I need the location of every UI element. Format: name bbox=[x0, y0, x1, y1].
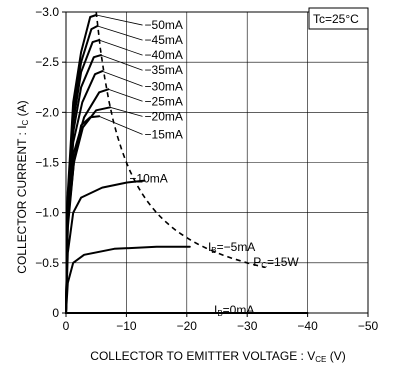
label-leader-line bbox=[102, 70, 143, 87]
curve-label: −10mA bbox=[129, 172, 167, 186]
characteristic-curve bbox=[65, 179, 146, 314]
curve-label: IB=0mA bbox=[214, 303, 254, 318]
y-tick-label: −1.5 bbox=[35, 156, 59, 170]
curve-labels: −50mA−45mA−40mA−35mA −30mA−25mA−20mA −15mA… bbox=[96, 14, 255, 318]
curve-label: IB=−5mA bbox=[208, 240, 255, 255]
x-tick-label: −40 bbox=[297, 319, 318, 333]
x-tick-label: 0 bbox=[63, 319, 70, 333]
x-tick-label: −10 bbox=[116, 319, 137, 333]
power-dissipation-curve bbox=[95, 11, 266, 269]
curve-label: −30mA bbox=[145, 79, 183, 93]
curve-label: −35mA bbox=[145, 63, 183, 77]
curve-label: −25mA bbox=[145, 94, 183, 108]
y-tick-label: −0.5 bbox=[35, 256, 59, 270]
tick-marks bbox=[62, 11, 369, 317]
y-tick-label: −2.0 bbox=[35, 105, 59, 119]
grid-lines bbox=[66, 12, 368, 313]
power-dissipation-label: PC=15W bbox=[253, 255, 299, 270]
y-tick-label: −3.0 bbox=[35, 5, 59, 19]
power-dissipation-group: PC=15W bbox=[95, 11, 299, 270]
x-tick-label: −50 bbox=[358, 319, 379, 333]
label-leader-line bbox=[100, 54, 143, 71]
curve-label: −50mA bbox=[145, 18, 183, 32]
x-axis-title: COLLECTOR TO EMITTER VOLTAGE : VCE (V) bbox=[90, 349, 345, 364]
y-tick-label: 0 bbox=[52, 306, 59, 320]
curve-label: −15mA bbox=[145, 127, 183, 141]
y-tick-label: −1.0 bbox=[35, 206, 59, 220]
label-leader-line bbox=[99, 39, 143, 56]
characteristic-curve bbox=[65, 245, 191, 314]
curve-label: −40mA bbox=[145, 48, 183, 62]
curve-label: −45mA bbox=[145, 33, 183, 47]
condition-label: Tc=25°C bbox=[313, 12, 359, 26]
label-leader-line bbox=[109, 106, 143, 117]
curve-label: −20mA bbox=[145, 109, 183, 123]
y-axis-title: COLLECTOR CURRENT : IC (A) bbox=[15, 100, 30, 273]
label-leader-line bbox=[97, 25, 143, 41]
x-tick-label: −30 bbox=[237, 319, 258, 333]
y-tick-label: −2.5 bbox=[35, 55, 59, 69]
condition-box bbox=[308, 7, 369, 30]
characteristic-curve bbox=[65, 115, 101, 314]
label-leader-line bbox=[108, 88, 143, 102]
x-tick-label: −20 bbox=[177, 319, 198, 333]
label-leader-line bbox=[96, 14, 143, 26]
tick-labels: 0 −10 −20 −30 −40 −50 0 −0.5 −1.0 −1.5 −2.0 −2.5 −3.… bbox=[35, 5, 378, 333]
label-leader-line bbox=[99, 115, 143, 135]
curve-group bbox=[65, 14, 309, 314]
